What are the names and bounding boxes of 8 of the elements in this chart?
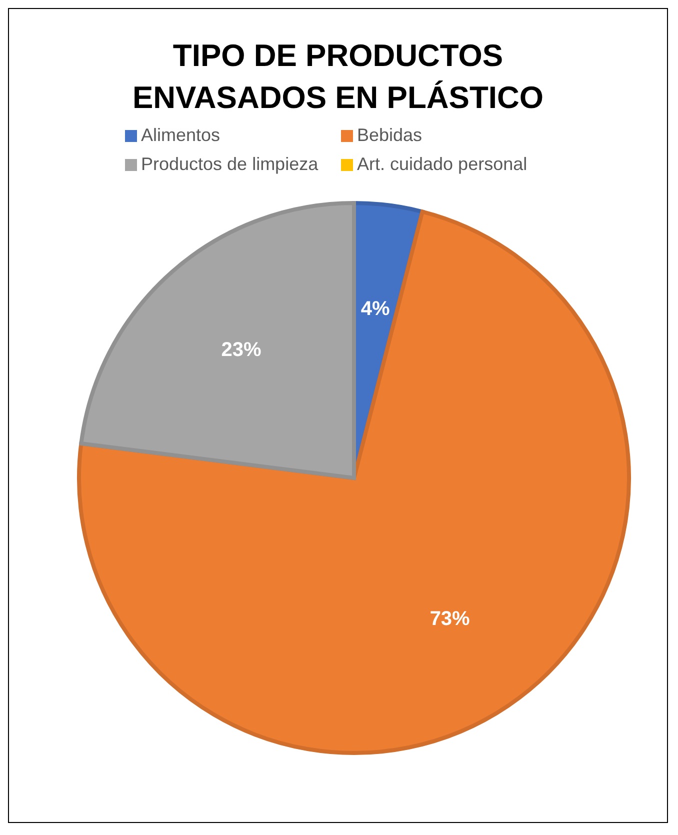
legend-label: Alimentos xyxy=(141,125,220,146)
legend-label: Art. cuidado personal xyxy=(357,154,528,175)
chart-title: TIPO DE PRODUCTOS ENVASADOS EN PLÁSTICO xyxy=(131,37,545,117)
legend-label: Productos de limpieza xyxy=(141,154,318,175)
data-label: 4% xyxy=(360,298,390,320)
legend-label: Bebidas xyxy=(357,125,422,146)
data-label: 73% xyxy=(430,608,470,630)
data-label: 23% xyxy=(221,339,262,362)
